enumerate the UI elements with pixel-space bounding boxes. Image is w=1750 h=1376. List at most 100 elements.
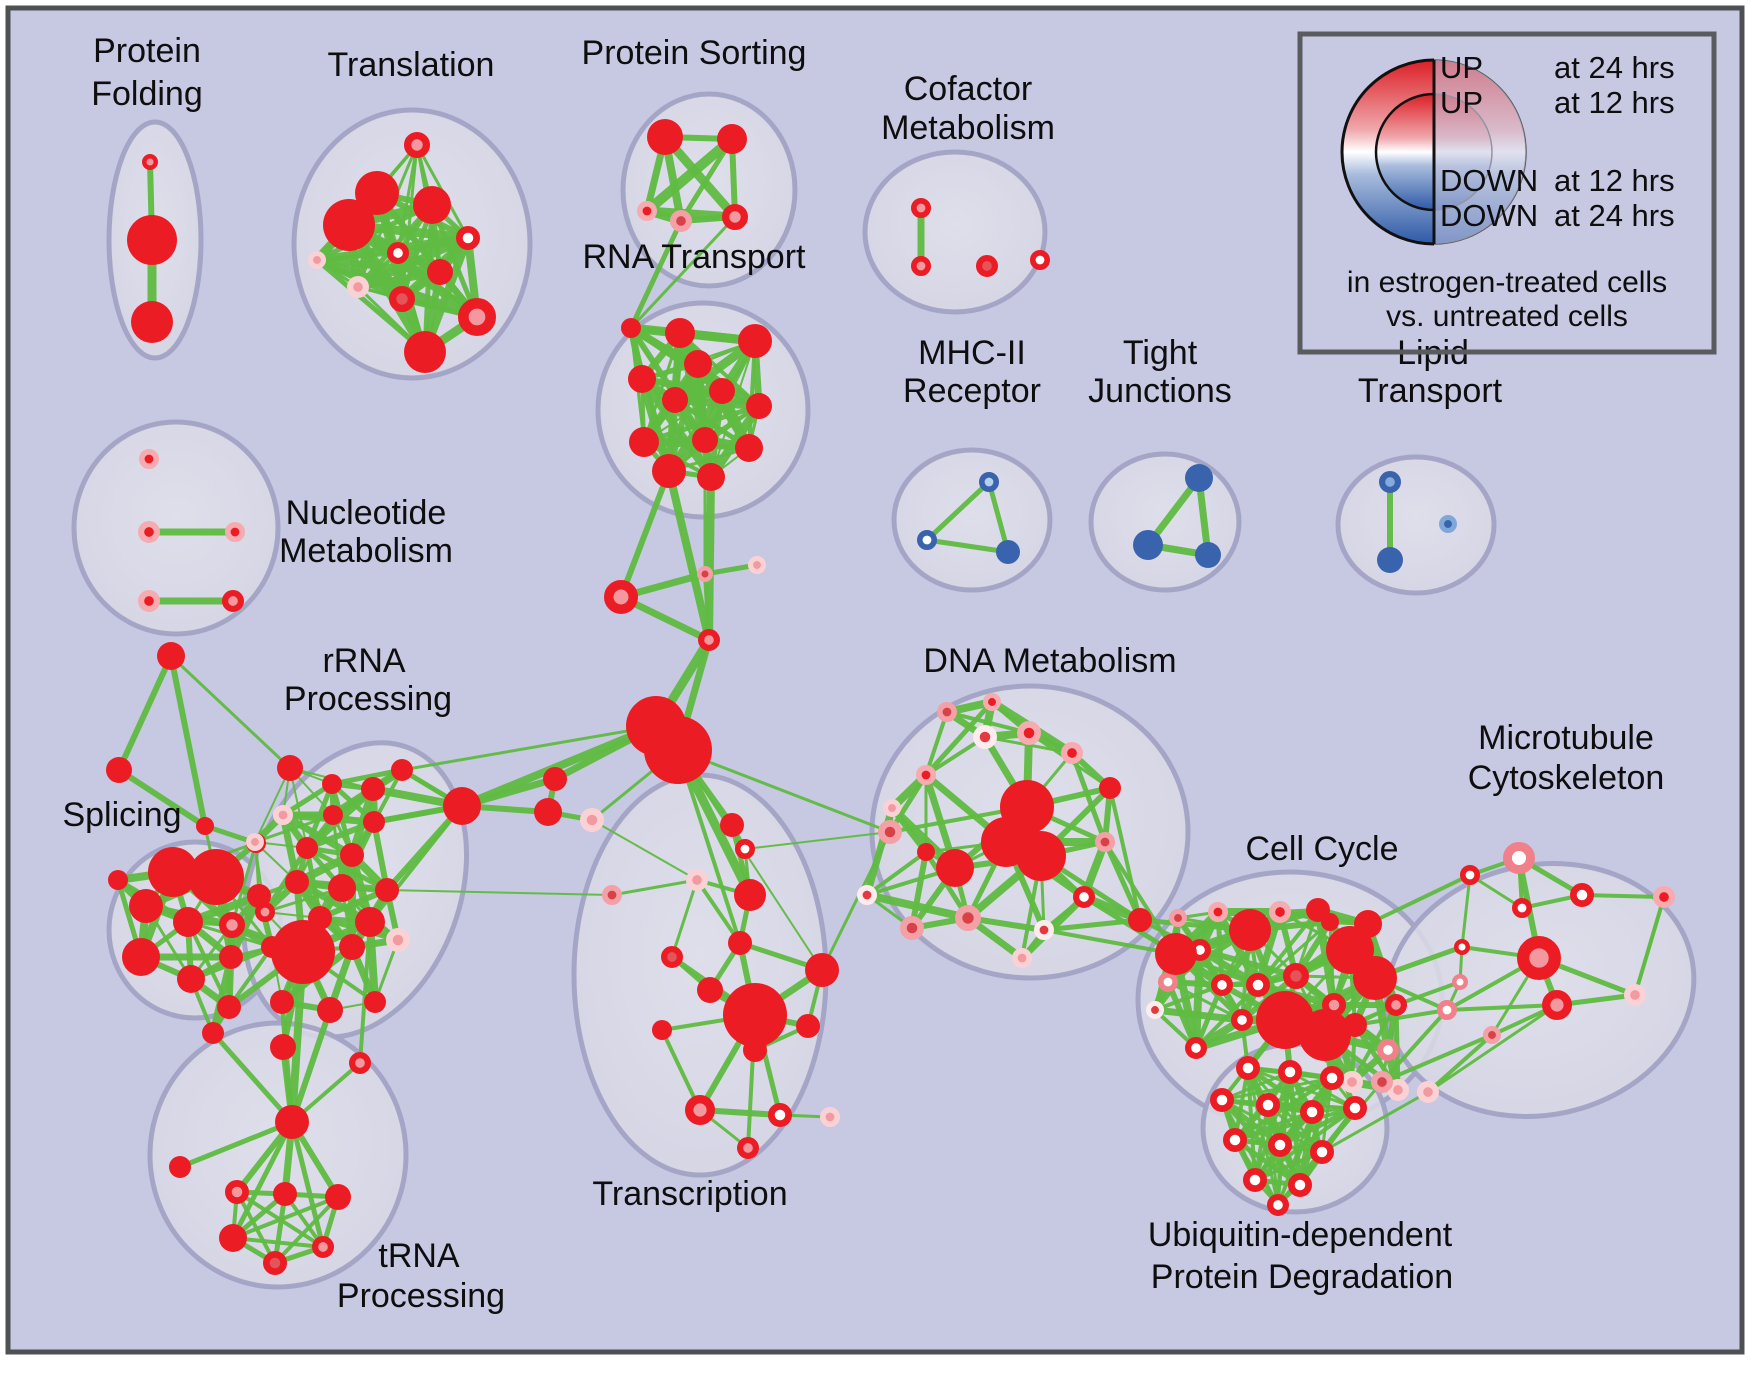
rna_transport-node-7[interactable] — [629, 427, 659, 457]
rrna-node-19[interactable] — [385, 927, 410, 952]
rrna-node-22[interactable] — [364, 991, 386, 1013]
rna_transport-node-5[interactable] — [709, 378, 735, 404]
ubiq-node-2[interactable] — [1319, 1065, 1344, 1090]
rna_transport-node-4[interactable] — [662, 387, 688, 413]
protein_sorting-node-3[interactable] — [670, 210, 693, 233]
transcription-node-11[interactable] — [601, 884, 622, 905]
connectors-node-5[interactable] — [696, 565, 713, 582]
rrna-node-13[interactable] — [375, 878, 399, 902]
cellcycle-node-0[interactable] — [1229, 909, 1271, 951]
splicing_outer-node-1[interactable] — [106, 757, 132, 783]
rrna-node-12[interactable] — [328, 874, 356, 902]
dna-node-3[interactable] — [936, 849, 974, 887]
transcription-node-7[interactable] — [720, 813, 744, 837]
rna_transport-node-3[interactable] — [628, 365, 656, 393]
transcription-node-10[interactable] — [734, 879, 766, 911]
transcription-node-13[interactable] — [767, 1102, 792, 1127]
trna-node-8[interactable] — [348, 1051, 371, 1074]
transcription-node-5[interactable] — [743, 1038, 767, 1062]
nucleotide-node-3[interactable] — [138, 590, 161, 613]
protein_sorting-node-4[interactable] — [722, 203, 749, 230]
rna_transport-node-8[interactable] — [692, 427, 718, 453]
dna-node-18[interactable] — [899, 915, 924, 940]
cellcycle-node-16[interactable] — [1343, 1013, 1367, 1037]
translation-node-9[interactable] — [458, 298, 497, 337]
translation-node-0[interactable] — [404, 131, 431, 158]
ubiq-node-1[interactable] — [1277, 1059, 1302, 1084]
cellcycle-node-15[interactable] — [1158, 971, 1179, 992]
transcription-node-9[interactable] — [686, 869, 709, 892]
cellcycle-node-4[interactable] — [1299, 1009, 1351, 1061]
rrna-node-11[interactable] — [285, 870, 309, 894]
trna-node-3[interactable] — [273, 1182, 297, 1206]
ubiq-node-3[interactable] — [1209, 1087, 1234, 1112]
cellcycle-node-17[interactable] — [1376, 1038, 1399, 1061]
rrna-node-8[interactable] — [296, 837, 318, 859]
trna-node-6[interactable] — [311, 1235, 334, 1258]
dna-node-8[interactable] — [883, 799, 902, 818]
transcription-node-16[interactable] — [652, 1020, 672, 1040]
splicing-node-4[interactable] — [218, 912, 245, 939]
dna-node-13[interactable] — [1072, 886, 1095, 909]
splicing-node-0[interactable] — [148, 847, 198, 897]
trna-node-7[interactable] — [262, 1250, 287, 1275]
rrna-node-9[interactable] — [340, 843, 364, 867]
cellcycle-node-20[interactable] — [1386, 1078, 1409, 1101]
transcription-node-6[interactable] — [661, 946, 684, 969]
rrna-node-4[interactable] — [272, 804, 293, 825]
micro-node-8[interactable] — [1623, 984, 1646, 1007]
rrna-node-7[interactable] — [246, 833, 265, 852]
rrna-node-18[interactable] — [339, 934, 365, 960]
rrna-node-14[interactable] — [254, 901, 275, 922]
dna-node-4[interactable] — [972, 724, 997, 749]
cellcycle-node-11[interactable] — [1321, 992, 1346, 1017]
transcription-node-8[interactable] — [734, 838, 755, 859]
rrna-node-3[interactable] — [391, 759, 413, 781]
splicing-node-10[interactable] — [217, 995, 241, 1019]
tight-node-1[interactable] — [1133, 530, 1163, 560]
trna-node-1[interactable] — [169, 1156, 191, 1178]
mhc-node-2[interactable] — [996, 540, 1020, 564]
translation-node-3[interactable] — [413, 186, 451, 224]
lipid-node-2[interactable] — [1439, 515, 1458, 534]
ubiq-node-6[interactable] — [1342, 1095, 1367, 1120]
rna_transport-node-0[interactable] — [665, 318, 695, 348]
connectors-node-6[interactable] — [748, 556, 767, 575]
cellcycle-node-22[interactable] — [1354, 910, 1382, 938]
cofactor-node-1[interactable] — [910, 255, 931, 276]
cellcycle-node-7[interactable] — [1230, 1009, 1253, 1032]
trna-node-4[interactable] — [325, 1184, 351, 1210]
nucleotide-node-1[interactable] — [138, 521, 161, 544]
micro-node-13[interactable] — [1652, 886, 1675, 909]
micro-node-9[interactable] — [1483, 1026, 1502, 1045]
micro-node-0[interactable] — [1502, 841, 1535, 874]
nucleotide-node-0[interactable] — [139, 448, 160, 469]
translation-node-7[interactable] — [346, 275, 369, 298]
cellcycle-node-19[interactable] — [1340, 1070, 1363, 1093]
protein_sorting-node-2[interactable] — [636, 201, 657, 222]
dna-node-6[interactable] — [1060, 742, 1083, 765]
translation-node-8[interactable] — [389, 286, 416, 313]
rrna-node-1[interactable] — [322, 774, 342, 794]
splicing-node-13[interactable] — [202, 1022, 224, 1044]
cofactor-node-0[interactable] — [910, 198, 931, 219]
splicing-node-6[interactable] — [177, 965, 205, 993]
cellcycle-node-25[interactable] — [1146, 1001, 1165, 1020]
protein_folding-node-1[interactable] — [127, 215, 177, 265]
ubiq-node-5[interactable] — [1299, 1099, 1324, 1124]
transcription-node-3[interactable] — [805, 953, 839, 987]
splicing-node-7[interactable] — [219, 945, 243, 969]
cellcycle-node-6[interactable] — [1210, 974, 1233, 997]
rrna-node-17[interactable] — [271, 920, 335, 984]
rrna-node-21[interactable] — [317, 997, 343, 1023]
translation-node-1[interactable] — [355, 171, 399, 215]
rna_transport-node-10[interactable] — [652, 454, 686, 488]
rrna-node-16[interactable] — [355, 907, 385, 937]
dna-node-15[interactable] — [1099, 777, 1121, 799]
transcription-node-15[interactable] — [737, 1136, 760, 1159]
nucleotide-node-2[interactable] — [225, 521, 246, 542]
connectors-node-8[interactable] — [644, 716, 712, 784]
splicing_outer-node-0[interactable] — [157, 642, 185, 670]
translation-node-5[interactable] — [386, 242, 409, 265]
rna_transport-node-9[interactable] — [735, 434, 763, 462]
